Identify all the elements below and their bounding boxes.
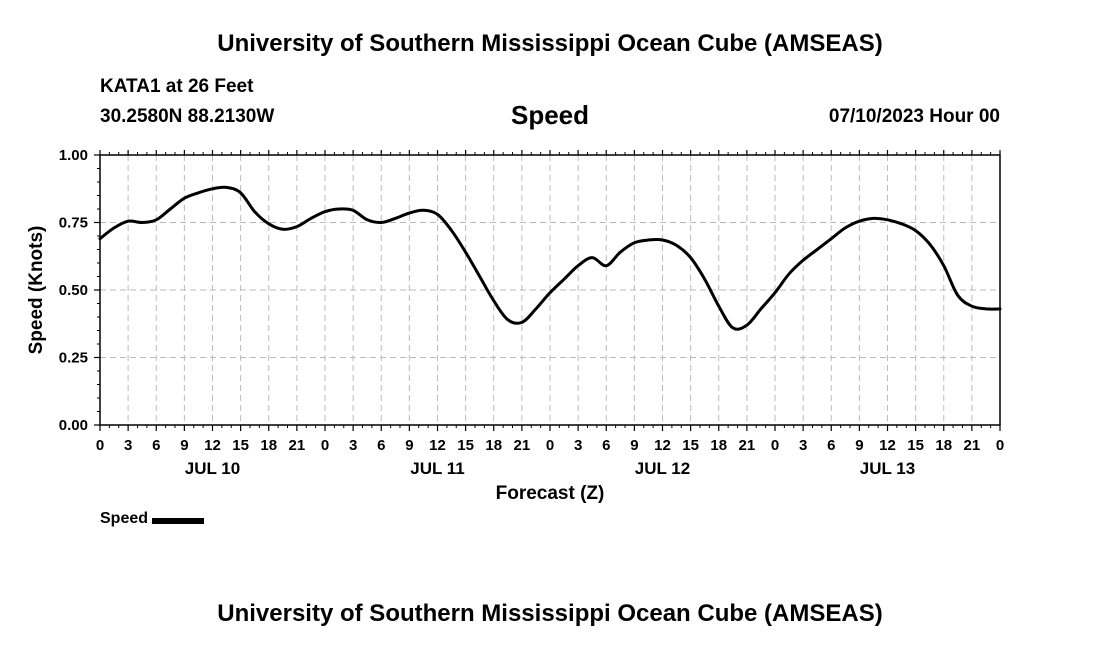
x-tick-label: 3 [124,437,132,454]
x-tick-label: 6 [827,437,835,454]
x-tick-label: 18 [485,437,502,454]
x-tick-label: 0 [996,437,1004,454]
day-label: JUL 11 [410,459,465,478]
x-tick-label: 12 [429,437,446,454]
x-tick-label: 3 [799,437,807,454]
x-tick-label: 3 [349,437,357,454]
x-tick-label: 12 [879,437,896,454]
x-tick-label: 6 [377,437,385,454]
y-tick-label: 0.75 [59,215,88,232]
x-tick-label: 15 [232,437,249,454]
y-tick-label: 1.00 [59,147,88,164]
x-tick-label: 3 [574,437,582,454]
x-tick-label: 6 [152,437,160,454]
x-tick-label: 18 [710,437,727,454]
x-tick-label: 15 [907,437,924,454]
y-tick-label: 0.50 [59,282,88,299]
x-tick-label: 15 [682,437,699,454]
x-tick-label: 18 [260,437,277,454]
x-axis-label: Forecast (Z) [495,483,605,504]
legend: Speed [100,510,205,528]
chart-grid [100,155,1000,425]
x-tick-label: 6 [602,437,610,454]
x-tick-label: 18 [935,437,952,454]
x-tick-label: 12 [204,437,221,454]
y-tick-label: 0.25 [59,350,88,367]
axis-ticks [94,150,1001,431]
x-tick-label: 12 [654,437,671,454]
x-tick-label: 9 [855,437,863,454]
day-label: JUL 10 [185,459,240,478]
day-label: JUL 12 [635,459,690,478]
y-tick-label: 0.00 [59,417,88,434]
page-title: University of Southern Mississippi Ocean… [217,30,883,57]
footer-title: University of Southern Mississippi Ocean… [217,600,883,627]
x-tick-label: 9 [180,437,188,454]
station-label: KATA1 at 26 Feet [100,76,254,97]
datetime-label: 07/10/2023 Hour 00 [828,106,1000,127]
legend-swatch [152,518,205,524]
chart-title: Speed [510,100,590,130]
y-axis-label: Speed (Knots) [26,225,47,355]
x-tick-label: 21 [289,437,306,454]
x-tick-label: 9 [405,437,413,454]
x-tick-label: 0 [96,437,104,454]
x-tick-label: 0 [771,437,779,454]
x-tick-label: 21 [739,437,756,454]
x-tick-label: 21 [514,437,531,454]
day-label: JUL 13 [860,459,915,478]
x-tick-label: 15 [457,437,474,454]
x-tick-label: 21 [964,437,981,454]
coordinates-label: 30.2580N 88.2130W [100,106,275,127]
x-tick-label: 0 [321,437,329,454]
x-tick-label: 9 [630,437,638,454]
x-tick-label: 0 [546,437,554,454]
legend-label: Speed [100,510,149,527]
speed-series-line [98,185,1002,331]
